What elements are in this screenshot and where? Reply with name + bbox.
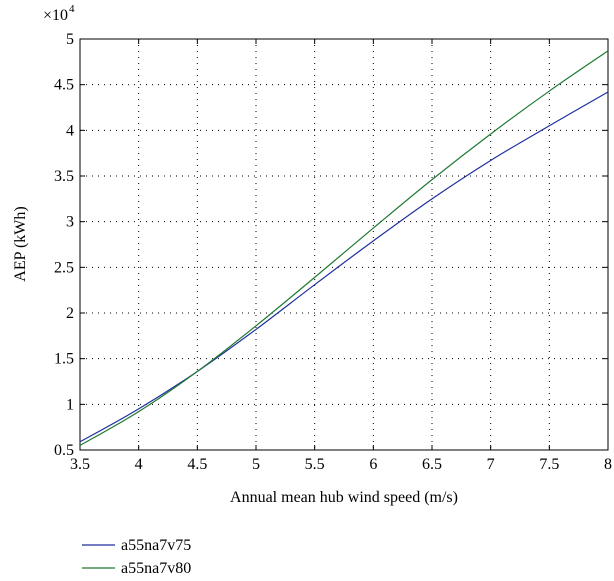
y-tick-label: 0.5	[54, 442, 74, 459]
x-tick-label: 8	[604, 456, 612, 473]
x-tick-label: 6	[369, 456, 377, 473]
x-tick-label: 3.5	[70, 456, 90, 473]
legend-label: a55na7v75	[121, 537, 191, 554]
y-tick-label: 4.5	[54, 77, 74, 94]
x-tick-label: 7	[487, 456, 495, 473]
plot-frame	[79, 38, 609, 451]
x-tick-label: 4.5	[187, 456, 207, 473]
y-scale-exponent: 4	[69, 3, 75, 15]
y-scale-base: ×10	[43, 7, 68, 24]
x-tick-label: 6.5	[422, 456, 442, 473]
y-tick-label: 1.5	[54, 351, 74, 368]
y-tick-label: 2	[66, 305, 74, 322]
x-tick-label: 7.5	[539, 456, 559, 473]
x-tick-label: 4	[135, 456, 143, 473]
y-tick-label: 3	[66, 214, 74, 231]
grid-lines	[80, 39, 608, 450]
series-line-a55na7v80	[79, 50, 609, 446]
legend-label: a55na7v80	[121, 560, 191, 577]
series-lines	[79, 50, 609, 446]
legend: a55na7v75 a55na7v80	[82, 537, 191, 577]
y-tick-label: 5	[66, 31, 74, 48]
series-line-a55na7v75	[79, 91, 609, 443]
y-tick-label: 1	[66, 396, 74, 413]
y-axis-label: AEP (kWh)	[12, 206, 29, 281]
axis-ticks: 3.5 4 4.5 5 5.5 6 6.5 7 7.5 8 0.5 1 1.5 2 2.5 3 3.5 4 4.5 5	[54, 31, 612, 473]
x-tick-label: 5	[252, 456, 260, 473]
x-tick-label: 5.5	[305, 456, 325, 473]
y-tick-label: 2.5	[54, 259, 74, 276]
y-tick-label: 4	[66, 122, 74, 139]
y-tick-label: 3.5	[54, 168, 74, 185]
x-axis-label: Annual mean hub wind speed (m/s)	[230, 489, 458, 506]
